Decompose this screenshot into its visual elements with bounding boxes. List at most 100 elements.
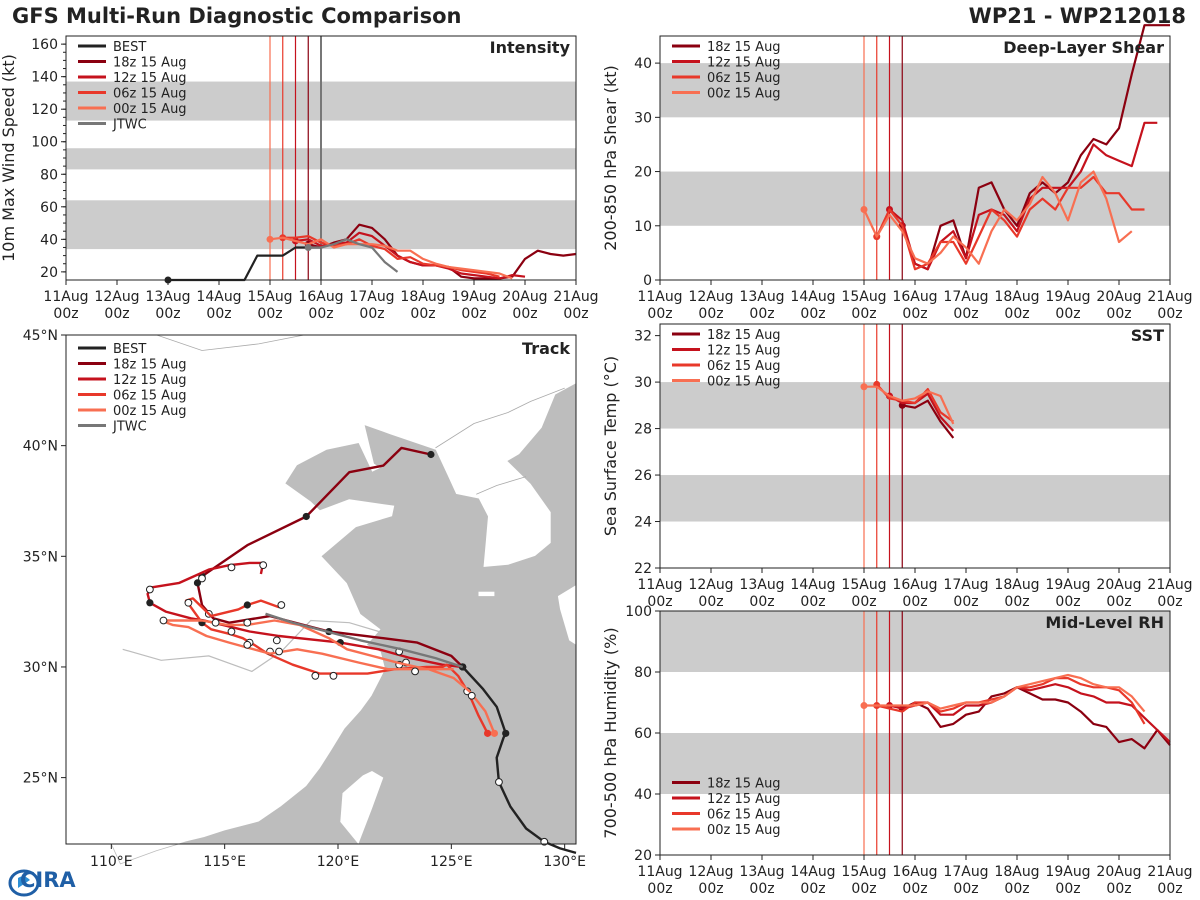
x-tick-label: 00z	[1157, 594, 1182, 610]
x-tick-label: 00z	[749, 306, 774, 322]
legend-label: 12z 15 Aug	[707, 56, 781, 71]
x-tick-label: 16Aug	[298, 289, 343, 305]
x-tick-label: 18Aug	[994, 289, 1039, 305]
track-point-filled	[146, 599, 154, 607]
panel-title: Intensity	[490, 38, 571, 57]
series-line	[902, 399, 955, 439]
japan-landmass	[557, 585, 576, 645]
series-line	[864, 385, 955, 425]
y-tick-label: 32	[634, 329, 652, 345]
track-point-open	[184, 598, 193, 607]
track-point-open	[329, 671, 338, 680]
x-tick-label: 18Aug	[400, 289, 445, 305]
track-point-open	[467, 691, 476, 700]
legend-label: JTWC	[112, 420, 147, 435]
legend-label: JTWC	[112, 118, 147, 133]
x-tick-label: 00z	[512, 306, 537, 322]
gray-band	[660, 382, 1170, 429]
x-tick-label: 00z	[1004, 306, 1029, 322]
y-tick-label: 35°N	[23, 549, 58, 565]
track-point-open	[243, 640, 252, 649]
mainland-landmass	[65, 334, 577, 865]
y-tick-label: 100	[31, 135, 58, 151]
gray-band	[660, 63, 1170, 118]
track-line	[146, 561, 463, 669]
gray-band	[660, 171, 1170, 226]
yangtze-river	[122, 619, 379, 673]
y-tick-label: 20	[634, 848, 652, 864]
x-tick-label: 00z	[647, 881, 672, 897]
x-tick-label: 00z	[308, 306, 333, 322]
y-tick-label: 26	[634, 468, 652, 484]
dmz-border	[476, 476, 527, 495]
x-tick-label: 00z	[698, 881, 723, 897]
series-line	[901, 24, 1170, 271]
x-tick-label: 13Aug	[145, 289, 190, 305]
x-tick-label: 15Aug	[841, 289, 886, 305]
x-tick-label: 00z	[1055, 881, 1080, 897]
x-tick-label: 00z	[1004, 594, 1029, 610]
x-tick-label: 18Aug	[994, 864, 1039, 880]
x-tick-label: 00z	[953, 594, 978, 610]
x-tick-label: 110°E	[90, 854, 133, 870]
legend-label: 18z 15 Aug	[707, 777, 781, 792]
x-tick-label: 00z	[953, 881, 978, 897]
x-tick-label: 21Aug	[1147, 577, 1192, 593]
x-tick-label: 14Aug	[790, 289, 835, 305]
legend-label: 18z 15 Aug	[113, 56, 187, 71]
y-tick-label: 40	[40, 232, 58, 248]
legend-label: 00z 15 Aug	[707, 87, 781, 102]
legend-label: 00z 15 Aug	[707, 823, 781, 838]
x-tick-label: 00z	[851, 306, 876, 322]
legend-label: 12z 15 Aug	[113, 373, 187, 388]
track-point-filled	[484, 729, 492, 737]
x-tick-label: 00z	[257, 306, 282, 322]
x-tick-label: 16Aug	[892, 577, 937, 593]
x-tick-label: 00z	[851, 881, 876, 897]
track-point-filled	[427, 450, 435, 459]
x-tick-label: 00z	[1004, 881, 1029, 897]
x-tick-label: 14Aug	[790, 577, 835, 593]
x-tick-label: 20Aug	[1096, 864, 1141, 880]
y-tick-label: 120	[31, 102, 58, 118]
x-tick-label: 14Aug	[790, 864, 835, 880]
y-axis-label: 700-500 hPa Humidity (%)	[601, 627, 620, 838]
taiwan-landmass	[340, 771, 384, 844]
x-tick-label: 12Aug	[688, 289, 733, 305]
y-tick-label: 40°N	[23, 439, 58, 455]
x-tick-label: 15Aug	[841, 577, 886, 593]
track-line	[196, 446, 464, 668]
track-point-filled	[490, 729, 498, 737]
x-tick-label: 17Aug	[943, 289, 988, 305]
x-tick-label: 00z	[206, 306, 231, 322]
series-line	[889, 683, 1171, 743]
y-axis-label: 200-850 hPa Shear (kt)	[601, 65, 620, 251]
track-point-open	[275, 647, 283, 656]
x-tick-label: 16Aug	[892, 289, 937, 305]
x-tick-label: 00z	[104, 306, 129, 322]
x-tick-label: 00z	[800, 306, 825, 322]
series-line	[168, 246, 321, 282]
track-point-open	[272, 636, 281, 645]
x-tick-label: 00z	[1106, 306, 1131, 322]
x-tick-label: 00z	[1106, 594, 1131, 610]
x-tick-label: 00z	[647, 306, 672, 322]
panel-shear: 01020304011Aug00z12Aug00z13Aug00z14Aug00…	[601, 24, 1193, 322]
track-point-open	[227, 627, 236, 636]
legend-label: 12z 15 Aug	[113, 71, 187, 86]
cira-logo-text: CIRA	[20, 868, 76, 892]
series-start-point	[860, 383, 868, 391]
x-tick-label: 00z	[1157, 306, 1182, 322]
x-tick-label: 20Aug	[1096, 577, 1141, 593]
series-line	[888, 121, 1158, 271]
storm-id: WP21 - WP212018	[968, 4, 1186, 28]
gray-band	[660, 733, 1170, 794]
x-tick-label: 12Aug	[688, 577, 733, 593]
legend-label: 18z 15 Aug	[707, 328, 781, 343]
panel-sst: 22242628303211Aug00z12Aug00z13Aug00z14Au…	[601, 323, 1193, 610]
legend-label: 00z 15 Aug	[113, 102, 187, 117]
legend-label: BEST	[113, 40, 146, 55]
x-tick-label: 00z	[647, 594, 672, 610]
x-tick-label: 21Aug	[1147, 864, 1192, 880]
x-tick-label: 11Aug	[637, 577, 682, 593]
